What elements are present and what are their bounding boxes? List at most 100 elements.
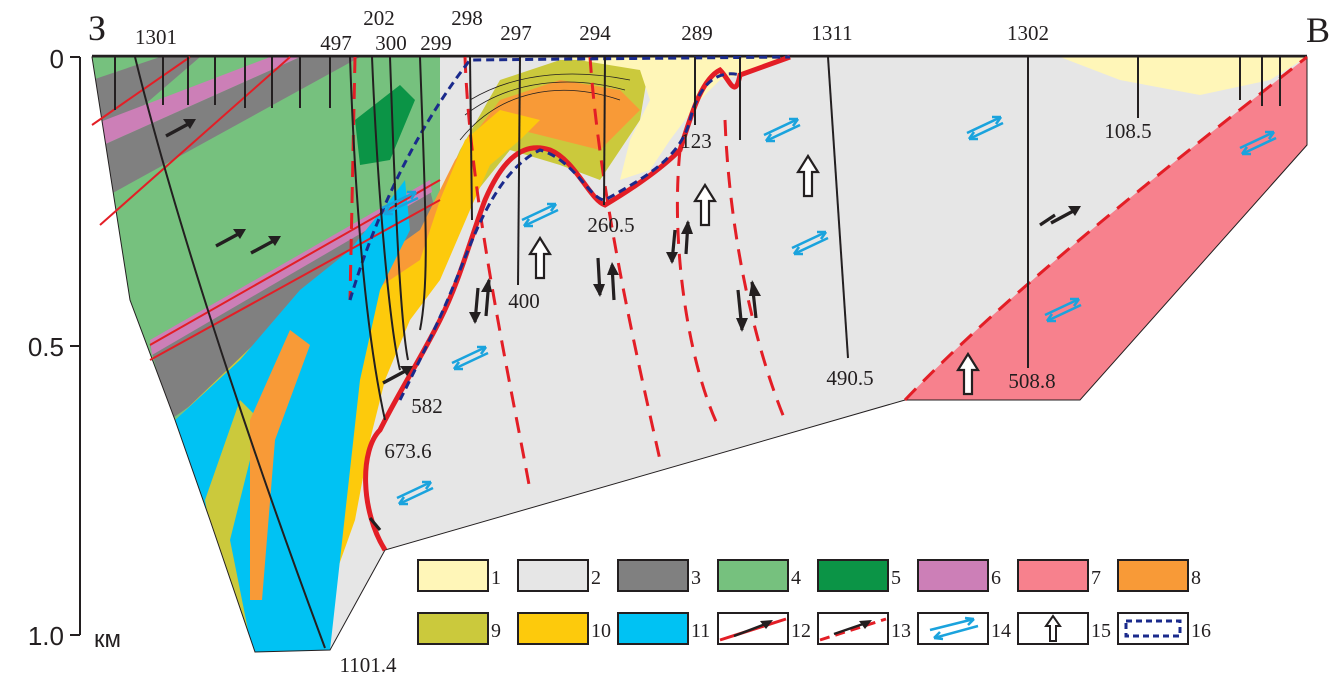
fault-dashed-6 bbox=[903, 55, 1308, 402]
legend-item-8: 8 bbox=[1117, 559, 1201, 592]
legend-swatch-8 bbox=[1117, 559, 1189, 592]
depth-label-289: 123 bbox=[680, 129, 712, 153]
fault-dashed-2 bbox=[463, 56, 532, 491]
legend-number-11: 11 bbox=[691, 620, 710, 642]
legend-uplift-arrow bbox=[1044, 614, 1062, 642]
legend-item-1: 1 bbox=[417, 559, 501, 592]
legend: 1 2 3 4 5 6 7 89 10 11 12 13 14 15 16 bbox=[417, 559, 1211, 645]
well-label-297: 297 bbox=[500, 21, 532, 45]
depth-axis: 0 0.5 1.0 км bbox=[28, 44, 121, 653]
unit-6-band bbox=[92, 57, 300, 150]
well-label-1311: 1311 bbox=[811, 21, 852, 45]
depth-axis-line bbox=[70, 56, 81, 636]
unit-1-cover bbox=[560, 57, 790, 180]
legend-number-14: 14 bbox=[991, 620, 1011, 642]
section-border bbox=[91, 56, 1308, 653]
legend-item-12: 12 bbox=[717, 612, 811, 645]
well-labels: 1301 497 202 300 299 298 297 294 289 131… bbox=[135, 6, 1049, 55]
unit-8-wedge bbox=[250, 330, 310, 600]
legend-fault-solid-head bbox=[760, 620, 773, 629]
legend-number-13: 13 bbox=[891, 620, 911, 642]
well-298 bbox=[469, 56, 473, 221]
legend-item-4: 4 bbox=[717, 559, 801, 592]
normal-fault-arrows bbox=[368, 213, 1056, 532]
legend-strike-slip-arrows bbox=[929, 616, 979, 641]
legend-item-13: 13 bbox=[817, 612, 911, 645]
fault-dashed-3 bbox=[588, 56, 662, 461]
well-label-298: 298 bbox=[451, 6, 483, 30]
legend-number-8: 8 bbox=[1191, 567, 1201, 589]
well-1311 bbox=[827, 56, 849, 359]
legend-item-2: 2 bbox=[517, 559, 601, 592]
legend-swatch-5 bbox=[817, 559, 889, 592]
legend-fault-dashed-line bbox=[819, 617, 887, 642]
legend-number-12: 12 bbox=[791, 620, 811, 642]
legend-fault-dashed-arrow bbox=[833, 621, 867, 636]
depth-tick-1-0: 1.0 bbox=[28, 621, 64, 651]
legend-number-16: 16 bbox=[1191, 620, 1211, 642]
well-label-300: 300 bbox=[375, 31, 407, 55]
well-label-1301: 1301 bbox=[135, 25, 177, 49]
legend-number-2: 2 bbox=[591, 567, 601, 589]
legend-swatch-3 bbox=[617, 559, 689, 592]
well-label-294: 294 bbox=[579, 21, 611, 45]
unit-5-block bbox=[355, 85, 415, 165]
unit-1-cover-east bbox=[1060, 57, 1307, 95]
unit-3-band-b bbox=[92, 57, 360, 200]
depth-label-297: 400 bbox=[508, 289, 540, 313]
legend-item-3: 3 bbox=[617, 559, 701, 592]
well-label-202: 202 bbox=[363, 6, 395, 30]
well-202 bbox=[371, 56, 401, 371]
legend-swatch-4 bbox=[717, 559, 789, 592]
legend-number-15: 15 bbox=[1091, 620, 1111, 642]
legend-number-4: 4 bbox=[791, 567, 801, 589]
well-lines bbox=[114, 56, 1281, 649]
depth-label-east: 108.5 bbox=[1104, 119, 1151, 143]
depth-label-1311: 490.5 bbox=[826, 366, 873, 390]
legend-swatch-6 bbox=[917, 559, 989, 592]
direction-west: З bbox=[88, 8, 106, 48]
legend-number-6: 6 bbox=[991, 567, 1001, 589]
depth-unit: км bbox=[94, 626, 121, 653]
unit-9-wedge bbox=[205, 400, 260, 650]
depth-tick-0-5: 0.5 bbox=[28, 332, 64, 362]
fault-dashed-1 bbox=[348, 56, 357, 301]
direction-labels: З В bbox=[88, 8, 1330, 50]
well-300 bbox=[389, 56, 409, 361]
well-299 bbox=[419, 56, 427, 331]
depth-label-497: 673.6 bbox=[384, 439, 431, 463]
legend-number-3: 3 bbox=[691, 567, 701, 589]
depth-label-1302: 508.8 bbox=[1008, 369, 1055, 393]
direction-east: В bbox=[1306, 10, 1330, 50]
legend-item-7: 7 bbox=[1017, 559, 1101, 592]
well-label-1302: 1302 bbox=[1007, 21, 1049, 45]
legend-swatch-9 bbox=[417, 612, 489, 645]
well-label-497: 497 bbox=[320, 31, 352, 55]
legend-swatch-16 bbox=[1117, 612, 1189, 645]
legend-number-10: 10 bbox=[591, 620, 611, 642]
fault-dashed-4 bbox=[675, 149, 722, 431]
legend-fault-dashed-head bbox=[859, 620, 872, 629]
well-label-289: 289 bbox=[681, 21, 713, 45]
legend-item-9: 9 bbox=[417, 612, 501, 645]
legend-swatch-11 bbox=[617, 612, 689, 645]
well-497 bbox=[349, 56, 386, 421]
legend-number-7: 7 bbox=[1091, 567, 1101, 589]
legend-item-11: 11 bbox=[617, 612, 710, 645]
legend-swatch-1 bbox=[417, 559, 489, 592]
depth-label-1301: 1101.4 bbox=[340, 653, 397, 677]
depth-labels: 1101.4 673.6 582 400 260.5 123 490.5 508… bbox=[340, 119, 1152, 677]
legend-number-1: 1 bbox=[491, 567, 501, 589]
thrust-fault-a bbox=[91, 56, 191, 126]
legend-item-5: 5 bbox=[817, 559, 901, 592]
legend-item-15: 15 bbox=[1017, 612, 1111, 645]
legend-swatch-10 bbox=[517, 612, 589, 645]
depth-label-202: 582 bbox=[411, 394, 443, 418]
legend-item-6: 6 bbox=[917, 559, 1001, 592]
cross-section bbox=[91, 54, 1308, 653]
legend-fault-solid-arrow bbox=[733, 621, 769, 638]
legend-item-10: 10 bbox=[517, 612, 611, 645]
thrust-fault-d bbox=[149, 199, 441, 361]
legend-swatch-7 bbox=[1017, 559, 1089, 592]
well-1301 bbox=[134, 56, 326, 649]
